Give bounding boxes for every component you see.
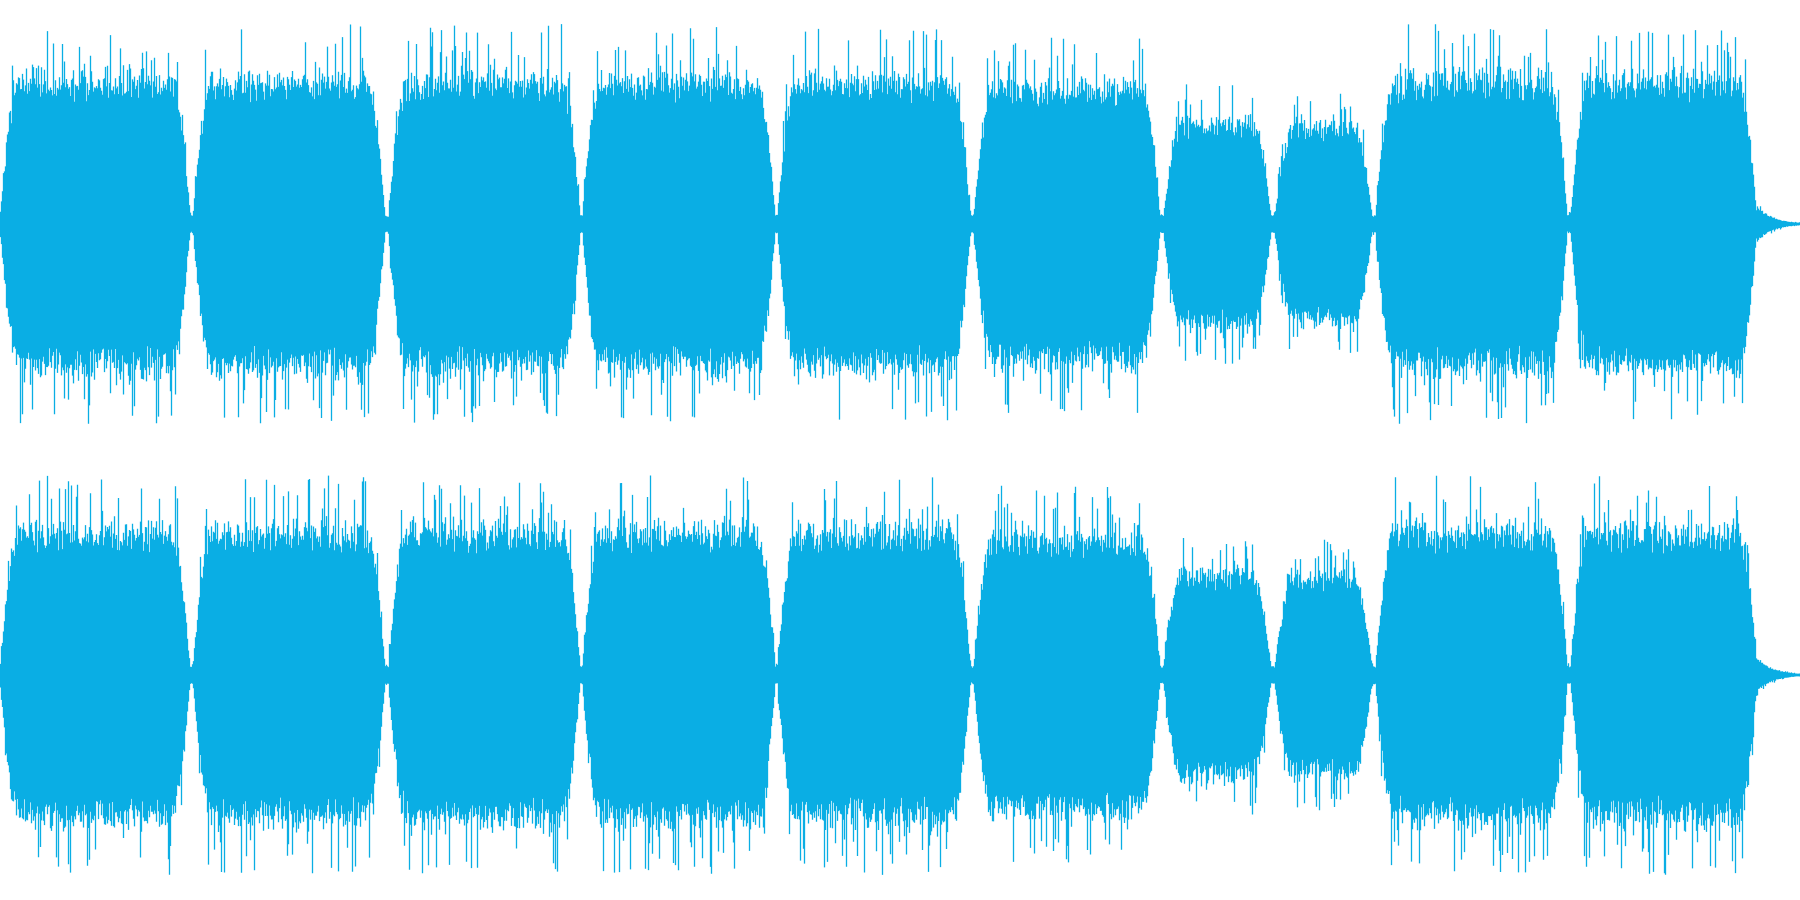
channel-right [0, 475, 1800, 875]
waveform-trace [0, 475, 1800, 875]
waveform-trace [0, 24, 1800, 424]
channel-left [0, 24, 1800, 424]
